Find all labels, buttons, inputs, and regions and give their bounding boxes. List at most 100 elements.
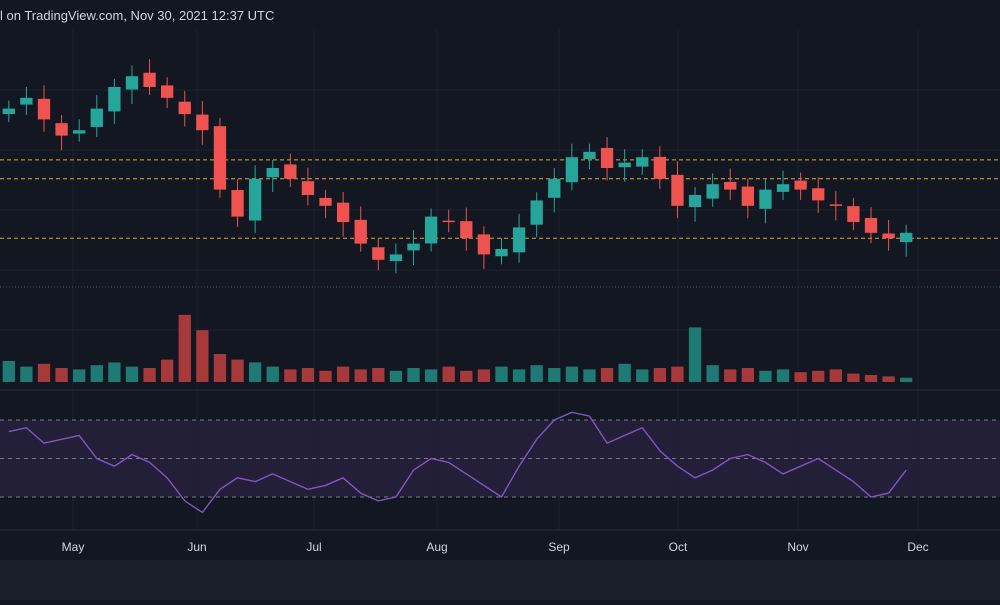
volume-bar — [847, 373, 860, 382]
candle-body — [266, 168, 279, 178]
candle-body — [73, 130, 86, 134]
volume-bar — [653, 368, 667, 382]
candle-body — [548, 178, 561, 198]
volume-bar — [776, 369, 790, 382]
candle-body — [213, 126, 227, 190]
candle-body — [442, 220, 455, 223]
candle-body — [794, 180, 807, 190]
volume-bar — [477, 369, 491, 382]
candle-body — [688, 195, 702, 208]
x-axis-label: Nov — [787, 540, 808, 554]
candle-body — [372, 247, 385, 260]
candle-body — [90, 108, 103, 127]
volume-bar — [900, 377, 913, 382]
x-axis-label: May — [62, 540, 85, 554]
x-axis-label: Jul — [306, 540, 321, 554]
volume-bar — [724, 369, 737, 382]
volume-bar — [143, 368, 156, 382]
volume-bar — [636, 369, 649, 382]
candle-body — [653, 156, 667, 179]
volume-bar — [671, 366, 684, 382]
volume-bar — [73, 369, 86, 382]
volume-bar — [319, 370, 332, 382]
bottom-bar — [0, 560, 1000, 600]
volume-bar — [20, 366, 33, 382]
volume-bar — [178, 314, 191, 382]
volume-bar — [389, 370, 403, 382]
candle-body — [407, 243, 420, 251]
candle-body — [336, 202, 350, 222]
candle-body — [706, 184, 719, 199]
volume-bar — [37, 363, 51, 382]
candle-body — [20, 97, 33, 105]
candle-body — [301, 181, 315, 195]
candle-body — [618, 162, 631, 168]
x-axis-label: Sep — [548, 540, 570, 554]
chart-header: l on TradingView.com, Nov 30, 2021 12:37… — [0, 8, 275, 23]
volume-bar — [460, 370, 473, 382]
volume-bar — [284, 369, 297, 382]
volume-bar — [600, 368, 614, 382]
volume-bar — [231, 359, 244, 382]
candle-body — [530, 200, 543, 225]
candle-body — [847, 206, 860, 222]
candle-body — [319, 197, 332, 206]
candle-body — [125, 76, 139, 90]
candle-body — [55, 123, 68, 136]
candle-body — [178, 101, 191, 114]
candle-body — [724, 181, 737, 190]
candle-body — [882, 233, 895, 239]
volume-bar — [530, 365, 543, 382]
candle-body — [248, 178, 262, 221]
candle-body — [864, 217, 878, 233]
candle-body — [2, 108, 15, 114]
candle-body — [812, 188, 825, 201]
x-axis-label: Oct — [669, 540, 688, 554]
candle-body — [512, 227, 526, 253]
volume-bar — [248, 362, 262, 382]
candle-body — [829, 204, 842, 206]
volume-bar — [688, 327, 702, 382]
candle-body — [583, 151, 596, 159]
candle-body — [759, 189, 772, 209]
rsi-line — [8, 411, 907, 514]
volume-bar — [336, 366, 350, 382]
volume-bar — [354, 369, 367, 382]
volume-bar — [125, 366, 139, 382]
candle-body — [741, 186, 754, 206]
volume-bar — [372, 368, 385, 382]
volume-bar — [495, 366, 508, 382]
volume-bar — [618, 363, 631, 382]
volume-bar — [266, 366, 279, 382]
candle-body — [424, 216, 438, 244]
candle-body — [565, 157, 579, 183]
volume-bar — [548, 368, 561, 382]
candle-body — [231, 190, 244, 217]
candle-body — [495, 249, 508, 257]
volume-bar — [812, 370, 825, 382]
candle-body — [460, 221, 473, 239]
candle-body — [37, 98, 51, 120]
candle-body — [284, 164, 297, 179]
volume-bar — [213, 354, 227, 382]
volume-bar — [759, 370, 772, 382]
candle-body — [776, 184, 790, 192]
candle-body — [600, 147, 614, 168]
volume-bar — [864, 375, 878, 382]
volume-bar — [882, 376, 895, 382]
x-axis-label: Jun — [187, 540, 206, 554]
volume-bar — [565, 366, 579, 382]
candle-body — [900, 232, 913, 243]
volume-bar — [407, 368, 420, 382]
candle-body — [196, 114, 209, 131]
x-axis-label: Aug — [426, 540, 447, 554]
volume-bar — [55, 368, 68, 382]
volume-bar — [512, 369, 526, 382]
volume-bar — [161, 359, 174, 382]
candle-body — [108, 87, 121, 112]
volume-bar — [741, 368, 754, 382]
volume-bar — [301, 368, 315, 382]
x-axis-label: Dec — [907, 540, 928, 554]
candle-body — [477, 234, 491, 255]
